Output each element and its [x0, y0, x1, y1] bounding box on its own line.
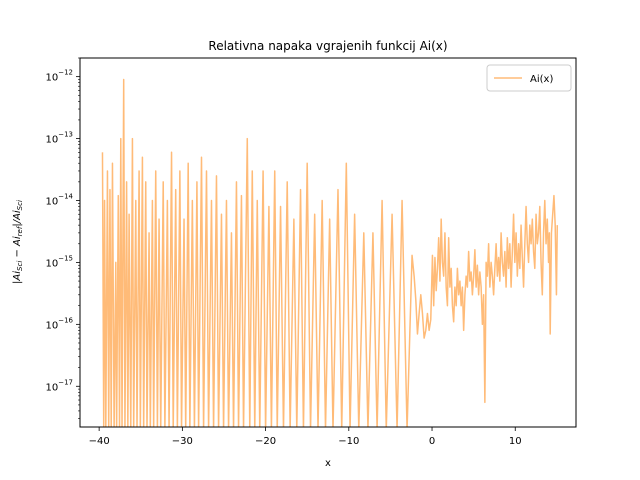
x-tick-label: 0 — [429, 436, 435, 447]
x-axis-label: x — [325, 458, 331, 469]
y-tick-label: 10−17 — [45, 378, 73, 393]
y-axis-label: |AiSci − Airef|/AiSci — [12, 200, 24, 284]
y-tick-label: 10−16 — [45, 316, 73, 331]
legend: Ai(x) — [486, 64, 572, 92]
x-tick-label: −20 — [255, 436, 276, 447]
plot-frame — [79, 57, 577, 428]
x-axis: −40 −30 −20 −10 0 10 — [89, 427, 522, 447]
y-tick-label: 10−15 — [45, 254, 73, 269]
y-tick-label: 10−13 — [45, 131, 73, 146]
y-tick-label: 10−14 — [45, 192, 73, 207]
y-axis-minor-ticks — [78, 57, 80, 419]
series-layer — [101, 78, 559, 427]
chart-title: Relativna napaka vgrajenih funkcij Ai(x) — [208, 39, 447, 53]
legend-box — [486, 64, 572, 92]
x-tick-label: 10 — [509, 436, 522, 447]
x-tick-label: −10 — [338, 436, 359, 447]
x-tick-label: −40 — [89, 436, 110, 447]
y-axis: 10−17 10−16 10−15 10−14 10−13 10−12 — [45, 69, 80, 393]
series-line-0 — [101, 78, 559, 427]
x-tick-label: −30 — [172, 436, 193, 447]
legend-label: Ai(x) — [530, 74, 553, 85]
y-tick-label: 10−12 — [45, 69, 73, 84]
